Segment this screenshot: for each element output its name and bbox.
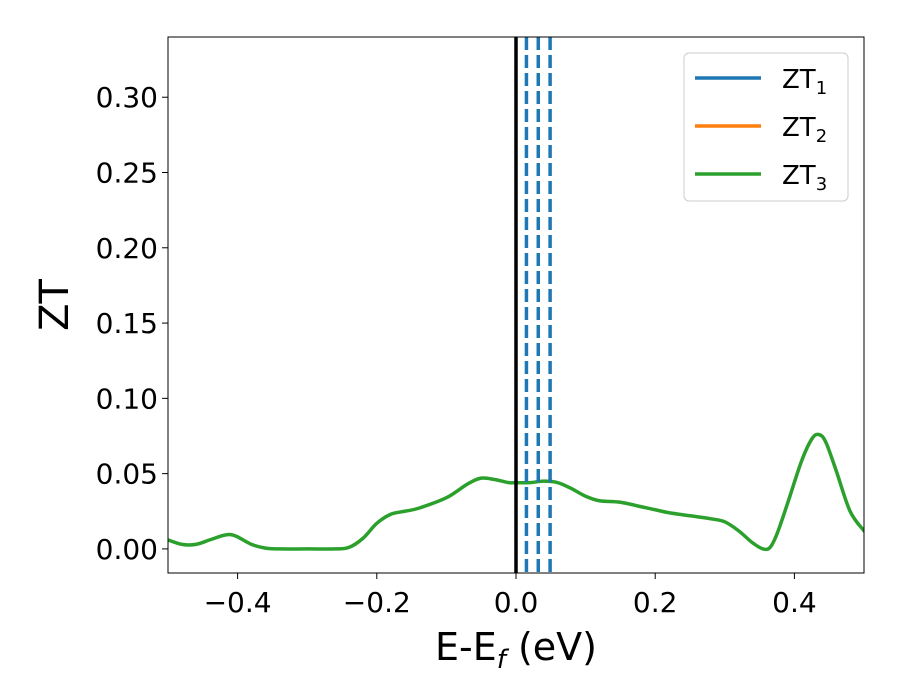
x-tick-label: 0.4 (772, 586, 817, 619)
y-tick-label: 0.10 (96, 382, 158, 415)
x-axis-title-main: E-E (435, 625, 497, 669)
legend-label-1: ZT1 (782, 65, 827, 99)
x-tick-label: 0.0 (494, 586, 539, 619)
y-tick-label: 0.30 (96, 81, 158, 114)
y-tick-label: 0.15 (96, 307, 158, 340)
legend-box (683, 52, 849, 202)
x-axis-title-unit: (eV) (506, 625, 597, 669)
x-tick-label: −0.2 (343, 586, 411, 619)
x-axis-title: E-Ef (eV) (435, 625, 597, 675)
legend-label-3: ZT3 (782, 161, 827, 195)
legend: ZT1 ZT2 ZT3 (683, 52, 849, 202)
legend-label-2: ZT2 (782, 113, 827, 147)
x-tick-label: −0.4 (204, 586, 272, 619)
y-tick-label: 0.05 (96, 458, 158, 491)
y-axis-title: ZT (32, 279, 78, 331)
y-tick-label: 0.00 (96, 533, 158, 566)
y-tick-label: 0.25 (96, 157, 158, 190)
y-tick-label: 0.20 (96, 232, 158, 265)
x-tick-label: 0.2 (633, 586, 678, 619)
